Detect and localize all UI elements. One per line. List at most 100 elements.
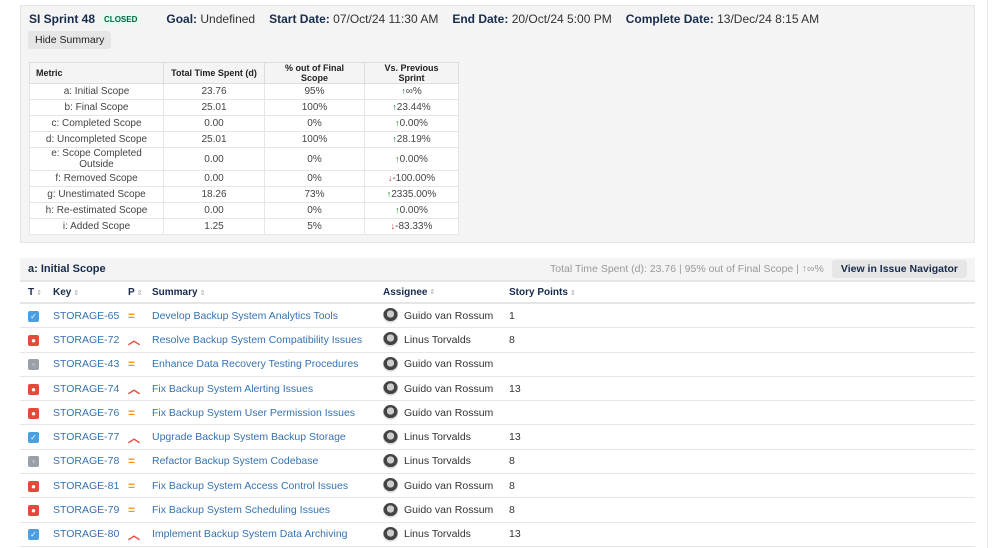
issue-summary-link[interactable]: Fix Backup System Access Control Issues [152, 479, 349, 492]
metric-name: b: Final Scope [29, 99, 164, 116]
metric-name: g: Unestimated Scope [29, 186, 164, 203]
metric-vs: ↑0.00% [364, 202, 459, 219]
arrow-up-icon: ↑ [392, 134, 397, 144]
assignee-name: Guido van Rossum [404, 358, 494, 371]
issue-key-link[interactable]: STORAGE-78 [53, 455, 120, 468]
issue-key-link[interactable]: STORAGE-74 [53, 382, 120, 395]
assignee-name: Guido van Rossum [404, 504, 494, 517]
metric-pct: 0% [264, 170, 365, 187]
scrollbar[interactable] [987, 0, 988, 548]
issue-summary-link[interactable]: Enhance Data Recovery Testing Procedures [152, 358, 359, 371]
issue-table-header: T ⇕ Key ⇕ P ⇕ Summary ⇕ Assignee ⇕ Story Poin… [20, 282, 975, 304]
metric-time: 25.01 [163, 131, 265, 148]
other-type-icon: ◦ [28, 456, 39, 468]
start-date: 07/Oct/24 11:30 AM [333, 12, 439, 26]
issue-summary-link[interactable]: Refactor Backup System Codebase [152, 455, 319, 468]
pct-header: % out of Final Scope [264, 62, 365, 84]
col-summary[interactable]: Summary ⇕ [152, 286, 206, 298]
avatar [383, 381, 398, 397]
col-priority[interactable]: P ⇕ [128, 286, 143, 298]
goal-value: Undefined [200, 12, 256, 26]
issue-key-link[interactable]: STORAGE-65 [53, 309, 120, 322]
metric-pct: 0% [264, 115, 365, 132]
story-points: 13 [509, 382, 521, 395]
issue-summary-link[interactable]: Fix Backup System Alerting Issues [152, 382, 314, 395]
metric-pct: 100% [264, 131, 365, 148]
issue-row: ◦ STORAGE-43 = Enhance Data Recovery Tes… [20, 353, 975, 377]
issue-summary-link[interactable]: Resolve Backup System Compatibility Issu… [152, 333, 363, 346]
hide-summary-button[interactable]: Hide Summary [28, 31, 112, 49]
scope-title: a: Initial Scope [28, 263, 106, 275]
metric-pct: 95% [264, 83, 365, 100]
arrow-up-icon: ↑ [395, 153, 400, 164]
priority-medium-icon: = [128, 308, 136, 323]
metric-vs: ↑0.00% [364, 147, 459, 171]
metric-time: 18.26 [163, 186, 265, 203]
col-type[interactable]: T ⇕ [28, 286, 42, 298]
avatar [383, 453, 398, 469]
priority-medium-icon: = [128, 405, 136, 420]
time-header: Total Time Spent (d) [163, 62, 265, 84]
priority-medium-icon: = [128, 478, 136, 493]
issue-key-link[interactable]: STORAGE-43 [53, 358, 120, 371]
priority-medium-icon: = [128, 503, 136, 518]
issue-summary-link[interactable]: Develop Backup System Analytics Tools [152, 309, 338, 322]
avatar [383, 332, 398, 348]
col-story-points[interactable]: Story Points ⇕ [509, 286, 576, 298]
metric-row: h: Re-estimated Scope 0.00 0% ↑0.00% [29, 202, 459, 219]
story-points: 8 [509, 504, 515, 517]
initial-scope-section: a: Initial Scope Total Time Spent (d): 2… [20, 258, 975, 547]
issue-row: ● STORAGE-79 = Fix Backup System Schedul… [20, 498, 975, 523]
metric-vs: ↑0.00% [364, 115, 459, 132]
arrow-up-icon: ↑ [401, 86, 406, 96]
arrow-down-icon: ↓ [390, 221, 396, 231]
task-type-icon: ✓ [28, 529, 39, 541]
assignee-name: Guido van Rossum [404, 406, 494, 419]
metric-time: 25.01 [163, 99, 265, 116]
issue-row: ● STORAGE-74 ︿ Fix Backup System Alertin… [20, 377, 975, 402]
avatar [383, 502, 398, 518]
issue-summary-link[interactable]: Fix Backup System User Permission Issues [152, 406, 356, 419]
col-assignee[interactable]: Assignee ⇕ [383, 286, 436, 298]
priority-high-icon: ︿ [128, 430, 141, 445]
metric-name: e: Scope Completed Outside [29, 147, 164, 171]
metric-name: c: Completed Scope [29, 115, 164, 132]
issue-key-link[interactable]: STORAGE-79 [53, 504, 120, 517]
metric-vs: ↓-83.33% [364, 218, 459, 235]
bug-type-icon: ● [28, 480, 39, 492]
col-key[interactable]: Key ⇕ [53, 286, 80, 298]
metric-row: d: Uncompleted Scope 25.01 100% ↑28.19% [29, 131, 459, 148]
avatar [383, 405, 398, 421]
task-type-icon: ✓ [28, 432, 39, 444]
metric-vs: ↑23.44% [364, 99, 459, 116]
assignee-name: Linus Torvalds [404, 455, 471, 468]
sort-icon: ⇕ [199, 289, 206, 297]
metric-time: 0.00 [163, 147, 265, 171]
priority-high-icon: ︿ [128, 382, 141, 397]
metric-time: 0.00 [163, 170, 265, 187]
metric-row: i: Added Scope 1.25 5% ↓-83.33% [29, 218, 459, 235]
issue-key-link[interactable]: STORAGE-80 [53, 528, 120, 541]
complete-date: 13/Dec/24 8:15 AM [717, 12, 820, 26]
avatar [383, 478, 398, 494]
scope-info: Total Time Spent (d): 23.76 | 95% out of… [550, 263, 824, 275]
metric-row: c: Completed Scope 0.00 0% ↑0.00% [29, 115, 459, 132]
metric-pct: 100% [264, 99, 365, 116]
assignee-name: Linus Torvalds [404, 333, 471, 346]
bug-type-icon: ● [28, 383, 39, 395]
metric-time: 0.00 [163, 115, 265, 132]
issue-summary-link[interactable]: Implement Backup System Data Archiving [152, 528, 348, 541]
story-points: 13 [509, 528, 521, 541]
issue-key-link[interactable]: STORAGE-72 [53, 333, 120, 346]
metric-name: f: Removed Scope [29, 170, 164, 187]
bug-type-icon: ● [28, 407, 39, 419]
issue-key-link[interactable]: STORAGE-76 [53, 406, 120, 419]
view-in-issue-navigator-button[interactable]: View in Issue Navigator [831, 260, 967, 278]
issue-summary-link[interactable]: Fix Backup System Scheduling Issues [152, 504, 330, 517]
metric-time: 1.25 [163, 218, 265, 235]
metric-name: h: Re-estimated Scope [29, 202, 164, 219]
bug-type-icon: ● [28, 334, 39, 346]
issue-summary-link[interactable]: Upgrade Backup System Backup Storage [152, 431, 346, 444]
issue-key-link[interactable]: STORAGE-81 [53, 479, 120, 492]
issue-key-link[interactable]: STORAGE-77 [53, 431, 120, 444]
